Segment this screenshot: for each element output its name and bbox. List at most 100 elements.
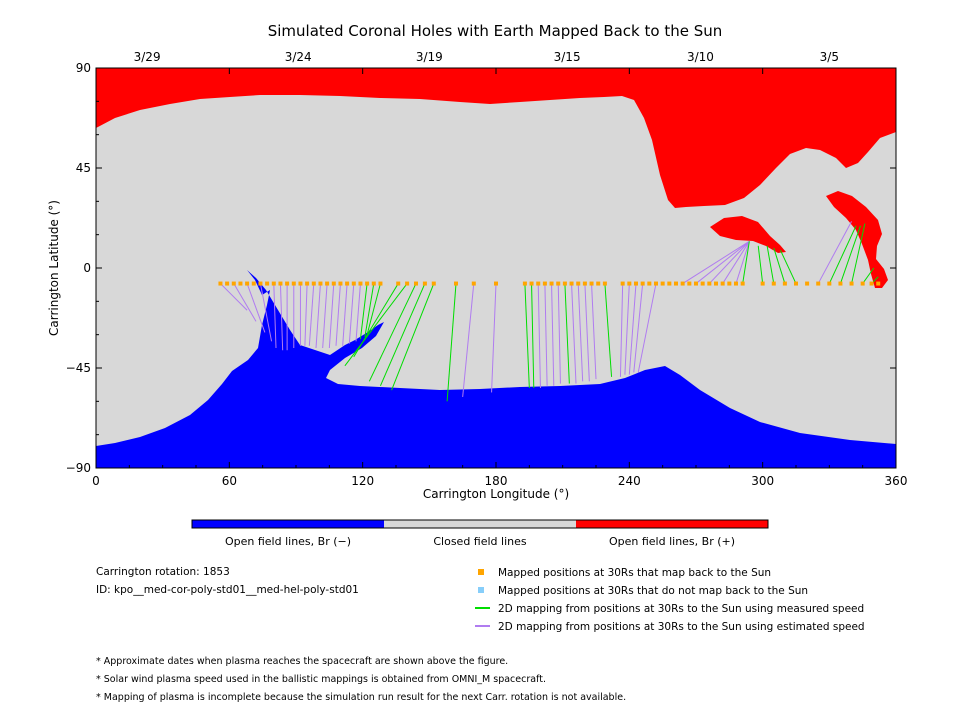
mapping-line-measured (773, 247, 786, 284)
mapped-position-dot (549, 281, 554, 286)
mapped-position-dot (471, 281, 476, 286)
mapped-position-dot (265, 281, 270, 286)
mapping-line-measured (368, 283, 417, 382)
mapped-position-dot (660, 281, 665, 286)
mapped-position-dot (271, 281, 276, 286)
mapping-line-estimated (544, 283, 548, 386)
mapped-position-dot (838, 281, 843, 286)
mapped-position-dot (291, 281, 296, 286)
mapped-position-dot (687, 281, 692, 286)
mapped-position-dot (720, 281, 725, 286)
x-tick-label: 120 (351, 474, 374, 488)
mapped-position-dot (311, 281, 316, 286)
carrington-rotation: Carrington rotation: 1853 (96, 566, 230, 578)
mapped-position-dot (707, 281, 712, 286)
mapping-line-measured (757, 245, 764, 284)
mapped-position-dot (569, 281, 574, 286)
mapping-line-estimated (735, 241, 750, 284)
x-tick-label: 360 (885, 474, 908, 488)
mapping-line-estimated (342, 283, 348, 346)
plot-area (95, 67, 897, 469)
mapped-position-dot (805, 281, 810, 286)
mapping-line-measured (344, 283, 408, 367)
mapping-line-estimated (557, 283, 561, 384)
mapping-line-estimated (355, 283, 361, 342)
colorbar-segment-negative (192, 520, 384, 528)
colorbar-label-negative: Open field lines, Br (−) (225, 535, 351, 548)
mapped-position-dot (542, 281, 547, 286)
mapping-line-measured (839, 225, 861, 284)
mapping-line-estimated (348, 283, 355, 344)
mapped-position-dot (358, 281, 363, 286)
mapped-position-dot (740, 281, 745, 286)
mapped-position-dot (680, 281, 685, 286)
axes: 0 60 120 180 240 300 360 90 45 0 −45 −90 3/29 3/24 3/1… (66, 50, 908, 488)
mapping-line-measured (524, 283, 530, 389)
mapped-position-dot (396, 281, 401, 286)
mapping-line-estimated (220, 283, 248, 311)
mapped-position-dot (654, 281, 658, 286)
mapped-position-dot (338, 281, 343, 286)
mapped-position-dot (331, 281, 336, 286)
mapping-line-measured (391, 283, 435, 391)
mapping-line-estimated (259, 283, 273, 342)
note-dates: * Approximate dates when plasma reaches … (96, 656, 509, 667)
mapped-position-dot (556, 281, 561, 286)
x-tick-label: 0 (92, 474, 100, 488)
mapping-line-estimated (537, 283, 541, 389)
mapped-position-dot (225, 281, 230, 286)
x-tick-label: 240 (618, 474, 641, 488)
mapping-line-measured (364, 283, 375, 337)
mapping-line-estimated (633, 283, 644, 373)
mapped-position-dot (860, 281, 865, 286)
mapped-position-dot (760, 281, 765, 286)
chart-title: Simulated Coronal Holes with Earth Mappe… (268, 22, 723, 40)
mapped-position-dot (454, 281, 458, 286)
mapped-position-dot (414, 281, 418, 286)
mapped-position-dot (405, 281, 410, 286)
y-tick-label: 0 (83, 261, 91, 275)
y-tick-label: −90 (66, 461, 91, 475)
mapped-position-dot (602, 281, 607, 286)
mapping-line-measured (359, 283, 368, 340)
mapping-line-estimated (308, 283, 315, 346)
mapping-line-measured (446, 283, 457, 402)
mapping-line-estimated (279, 283, 284, 351)
mapping-line-measured (366, 283, 381, 335)
mapping-line-estimated (722, 241, 750, 284)
mapping-line-estimated (628, 283, 637, 375)
legend-label-mapped: Mapped positions at 30Rs that map back t… (498, 567, 771, 579)
mapped-position-dot (345, 281, 350, 286)
mapped-position-dot (351, 281, 356, 286)
colorbar-segment-closed (384, 520, 576, 528)
mapped-position-dot (522, 281, 527, 286)
mapped-position-dot (258, 281, 263, 286)
y-axis-label: Carrington Latitude (°) (47, 200, 61, 336)
mapping-line-estimated (619, 283, 624, 377)
mapped-position-dot (782, 281, 787, 286)
mapped-position-dot (431, 281, 436, 286)
mapped-position-dot (285, 281, 290, 286)
mapped-position-dot (325, 281, 330, 286)
x-tick-label: 300 (751, 474, 774, 488)
mapping-line-estimated (695, 240, 750, 284)
mapped-positions (218, 281, 881, 286)
x-axis-label: Carrington Longitude (°) (423, 487, 569, 501)
mapping-line-estimated (591, 283, 597, 380)
mapped-position-dot (700, 281, 705, 286)
mapping-line-estimated (682, 240, 750, 284)
top-date-label: 3/24 (285, 50, 312, 64)
mapped-position-dot (620, 281, 625, 286)
mapped-position-dot (536, 281, 541, 286)
mapped-position-dot (627, 281, 632, 286)
mapped-position-dot (231, 281, 236, 286)
mapping-line-estimated (246, 283, 266, 333)
mapped-position-dot (371, 281, 376, 286)
top-date-label: 3/29 (134, 50, 161, 64)
mapping-line-measured (851, 223, 866, 284)
top-date-label: 3/5 (820, 50, 839, 64)
mapped-position-dot (318, 281, 323, 286)
mapping-line-estimated (817, 221, 852, 284)
top-date-label: 3/10 (687, 50, 714, 64)
